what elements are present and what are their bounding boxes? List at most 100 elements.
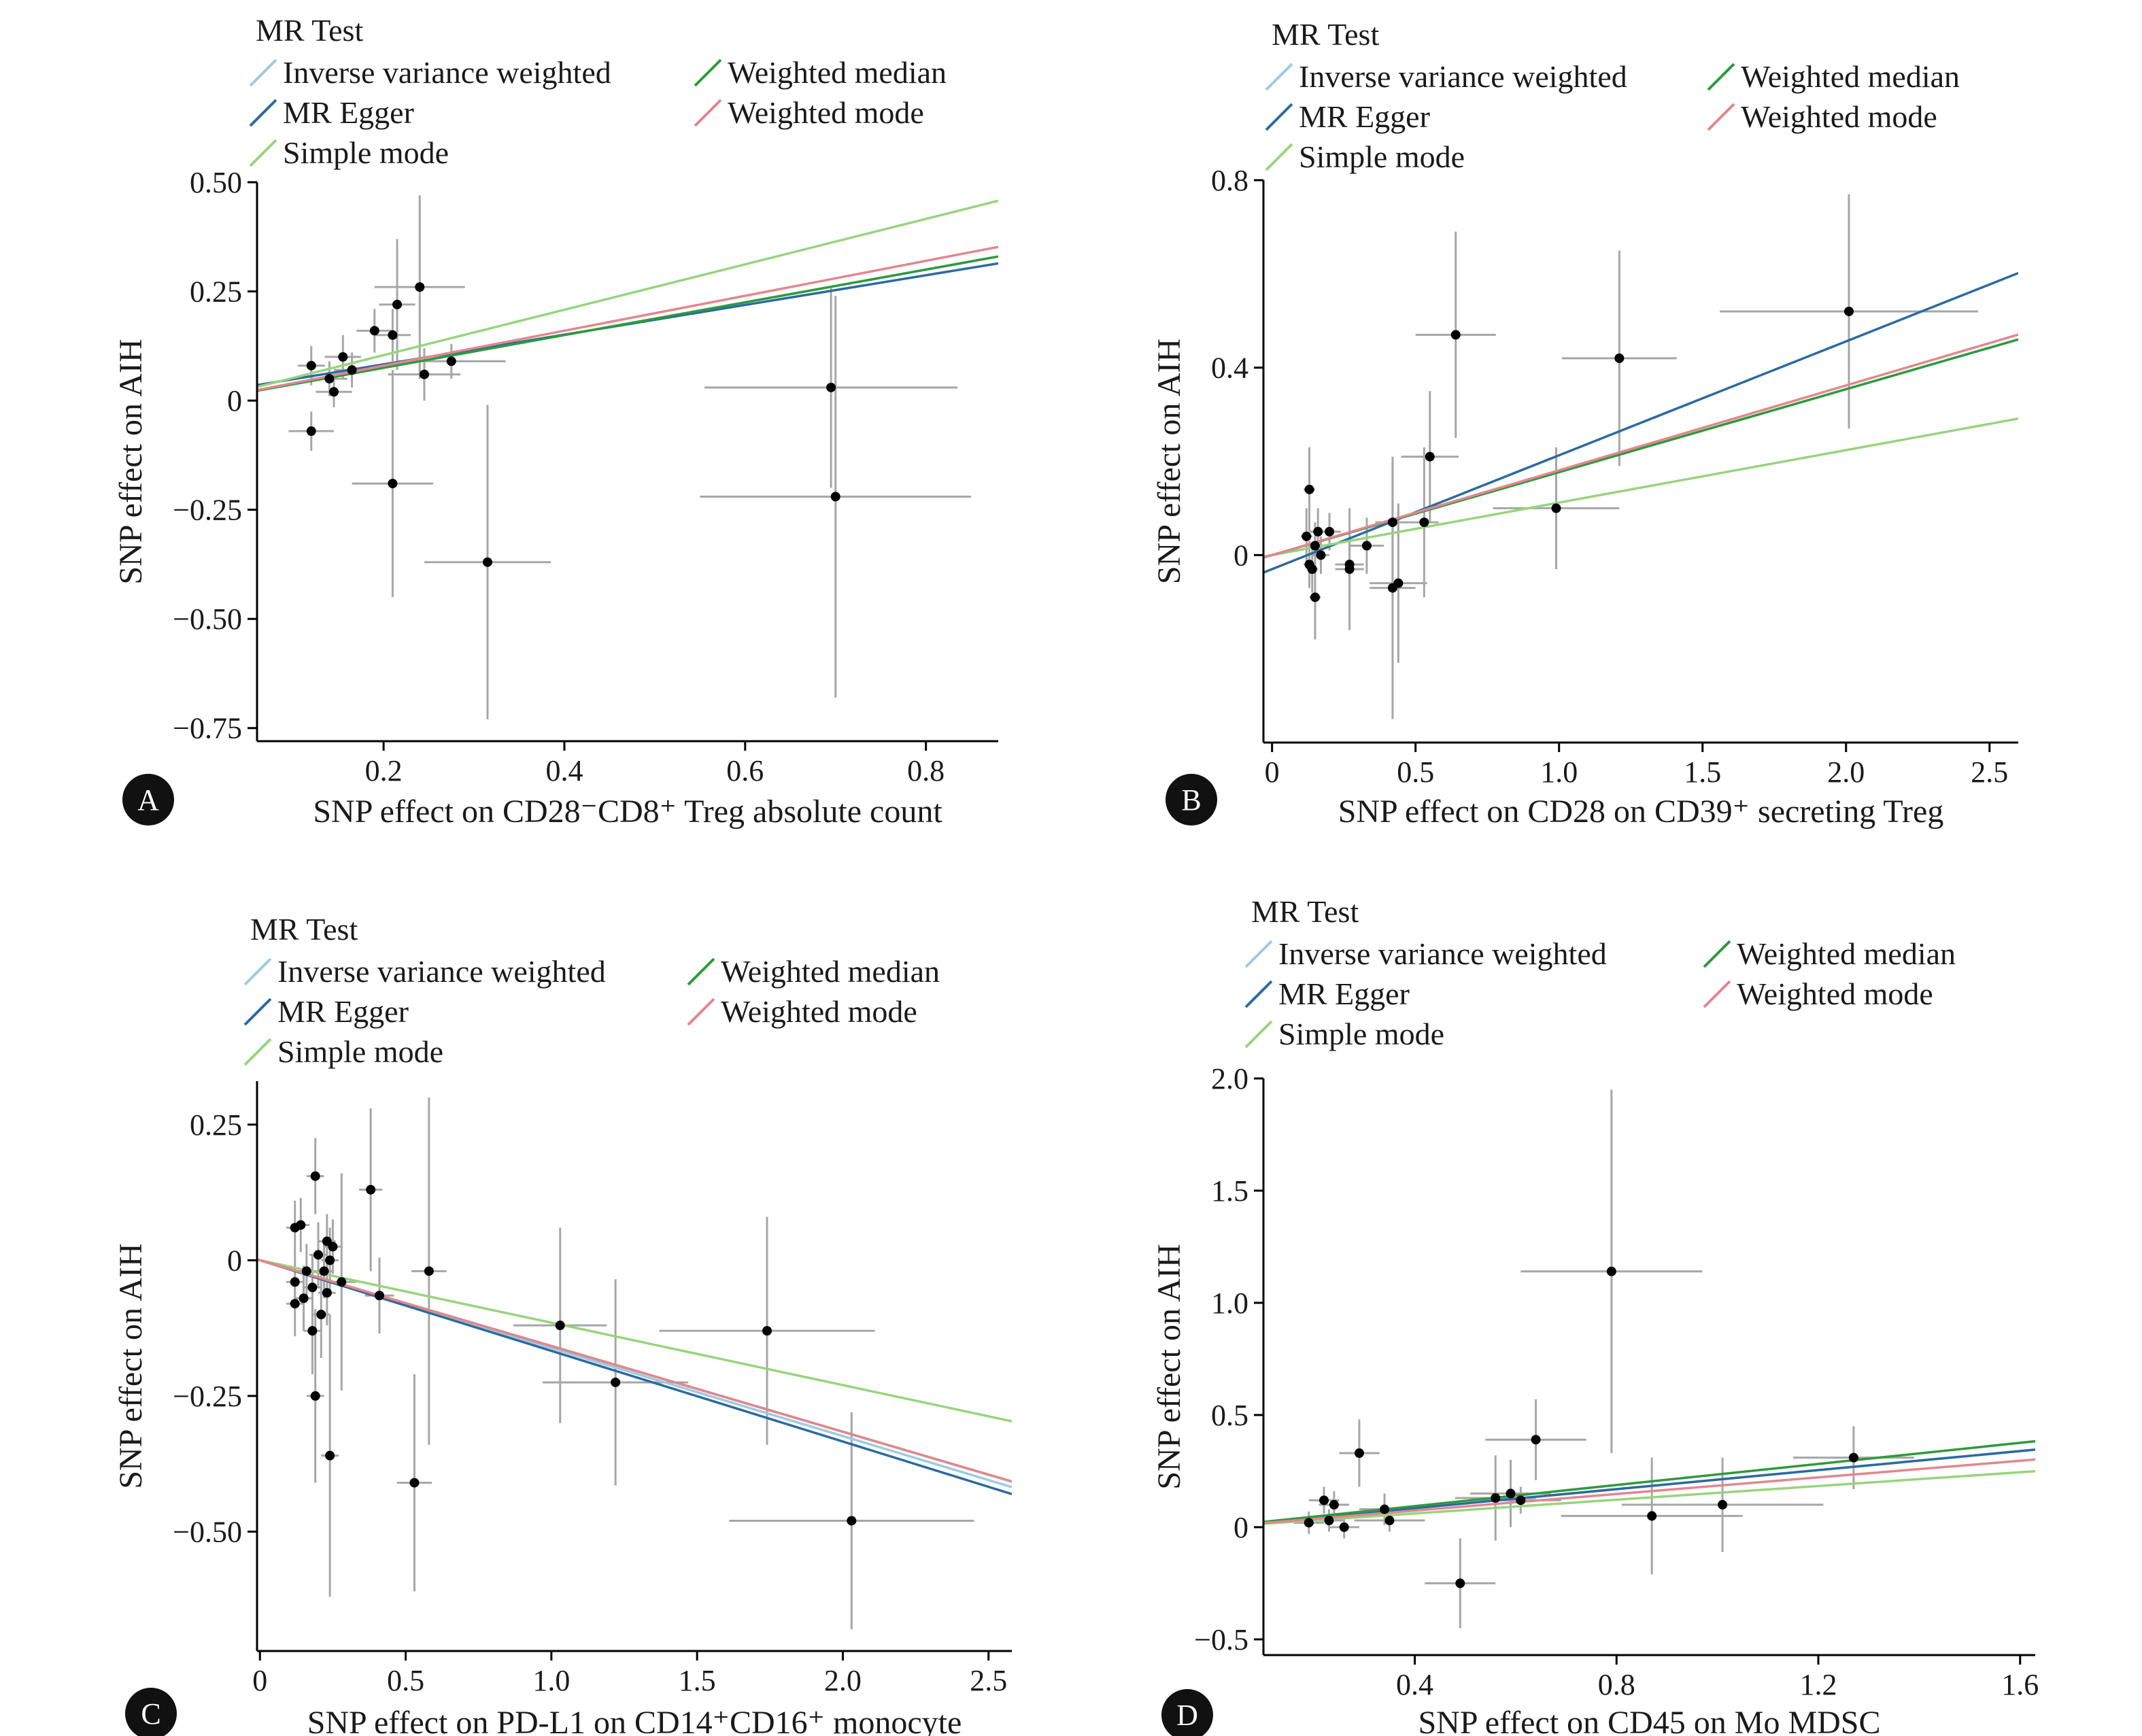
legend-label: Inverse variance weighted: [1299, 59, 1627, 94]
legend-title: MR Test: [1272, 17, 1379, 52]
x-tick-label: 2.0: [1827, 755, 1865, 789]
legend-key: [694, 99, 722, 127]
legend-key: [687, 998, 715, 1026]
y-tick-label: 1.5: [1211, 1174, 1248, 1208]
y-tick-label: −0.50: [173, 602, 242, 636]
legend-key: [1265, 103, 1293, 131]
legend-label: Weighted mode: [1737, 976, 1933, 1011]
panel-badge-circle: [125, 1688, 177, 1736]
legend-label: Weighted median: [728, 55, 947, 90]
snp-point: [1304, 484, 1314, 494]
snp-point: [415, 282, 425, 292]
snp-point: [1310, 592, 1320, 602]
snp-point: [409, 1478, 420, 1488]
x-tick-label: 1.5: [679, 1664, 716, 1697]
snp-point: [325, 1255, 335, 1265]
mr-method-lines: [257, 1258, 1012, 1495]
panel-badge: D: [1161, 1689, 1213, 1736]
legend-key: [249, 58, 277, 87]
mr-line-weighted-mode: [1263, 333, 2018, 559]
panel-badge-circle: [1161, 1689, 1213, 1736]
legend-key: [1265, 143, 1293, 171]
mr-line-weighted-mode: [257, 1258, 1012, 1483]
mr-method-lines: [1263, 271, 2018, 574]
y-tick-label: 0: [227, 1244, 242, 1277]
snp-point: [1848, 1452, 1858, 1463]
x-tick-label: 0.8: [907, 754, 945, 787]
snp-point: [1307, 564, 1317, 575]
legend-key: [1244, 980, 1273, 1008]
mr-line-mr-egger: [257, 1258, 1012, 1495]
panel-badge: A: [122, 774, 174, 826]
snp-point: [1647, 1511, 1657, 1521]
mr-line-mr-egger: [1263, 1448, 2035, 1524]
snp-points: [290, 1171, 857, 1526]
snp-point: [1531, 1435, 1541, 1445]
x-tick-label: 0.2: [365, 754, 403, 787]
snp-point: [1344, 564, 1355, 575]
snp-point: [1606, 1266, 1616, 1276]
error-bars: [1293, 1089, 1914, 1629]
legend-key: [249, 99, 277, 127]
snp-point: [290, 1299, 300, 1309]
mr-line-weighted-mode: [1263, 1458, 2035, 1525]
panel-a: 0.50 0.25 0 −0.25 −0.50 −0.75 0.2 0.4 0.6 0.8 SNP …: [113, 13, 998, 830]
snp-point: [1316, 550, 1326, 560]
y-tick-label: −0.25: [173, 494, 242, 527]
legend-label: MR Egger: [1278, 976, 1410, 1011]
snp-point: [1419, 517, 1429, 528]
snp-point: [1614, 353, 1625, 363]
snp-point: [1304, 1518, 1314, 1528]
panel-badge: B: [1166, 774, 1217, 826]
legend: MR Test Inverse variance weighted MR Egger…: [1265, 17, 1960, 174]
y-tick-label: 0: [1234, 539, 1248, 572]
snp-point: [1516, 1495, 1526, 1505]
snp-point: [299, 1293, 309, 1304]
legend-key: [243, 957, 272, 986]
mr-line-simple-mode: [257, 199, 998, 388]
snp-point: [847, 1516, 857, 1526]
x-tick-label: 1.0: [1540, 755, 1578, 789]
y-tick-label: 0: [1234, 1511, 1248, 1544]
legend-key: [1707, 103, 1735, 131]
x-tick-label: 1.2: [1800, 1668, 1837, 1701]
snp-point: [375, 1291, 384, 1301]
x-tick-label: 2.5: [970, 1664, 1007, 1697]
snp-point: [322, 1288, 332, 1298]
legend-key: [1244, 1020, 1273, 1049]
legend-key: [1244, 940, 1273, 968]
snp-point: [611, 1377, 621, 1387]
panel-badge-label: C: [141, 1697, 160, 1731]
mr-line-simple-mode: [1263, 1469, 2035, 1525]
mr-line-simple-mode: [1263, 417, 2018, 558]
y-axis-label: SNP effect on AIH: [113, 339, 149, 584]
legend-title: MR Test: [250, 912, 358, 947]
snp-point: [1354, 1448, 1364, 1459]
snp-point: [307, 1282, 318, 1293]
legend-label: MR Egger: [283, 95, 414, 130]
legend-label: Simple mode: [1299, 139, 1465, 174]
snp-point: [830, 492, 840, 502]
y-tick-label: 0.25: [190, 1108, 242, 1142]
snp-point: [1310, 541, 1320, 551]
x-tick-label: 2.0: [824, 1664, 862, 1697]
legend-label: Weighted mode: [1741, 99, 1937, 134]
y-tick-label: 0.4: [1211, 352, 1248, 385]
x-tick-label: 0.6: [726, 754, 764, 787]
x-axis-label: SNP effect on CD28⁻CD8⁺ Treg absolute co…: [313, 794, 942, 830]
legend-label: Simple mode: [277, 1034, 443, 1069]
y-tick-label: 1.0: [1211, 1287, 1248, 1320]
panel-c: 0.25 0 −0.25 −0.50 0 0.5 1.0 1.5 2.0 2.5 SNP effec…: [113, 912, 1012, 1736]
snp-point: [307, 1326, 318, 1336]
legend-key: [1703, 980, 1731, 1008]
mr-line-mr-egger: [1263, 271, 2018, 574]
snp-point: [1387, 517, 1397, 528]
snp-point: [388, 479, 398, 489]
x-tick-label: 0.8: [1598, 1668, 1635, 1701]
legend-key: [694, 58, 722, 87]
legend-key: [1703, 940, 1731, 968]
legend-label: Inverse variance weighted: [277, 954, 606, 989]
snp-point: [1506, 1488, 1516, 1499]
x-tick-label: 0.4: [1396, 1668, 1433, 1701]
